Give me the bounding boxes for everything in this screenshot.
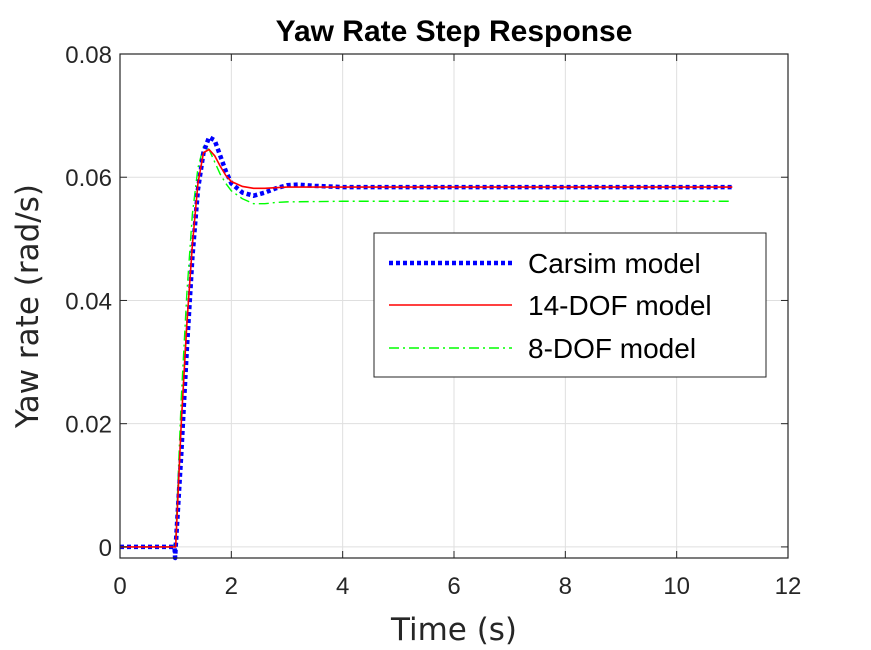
legend: Carsim model 14-DOF model 8-DOF model (373, 232, 767, 378)
x-tick-label: 6 (447, 573, 460, 600)
x-tick-label: 8 (559, 573, 572, 600)
y-axis-label: Yaw rate (rad/s) (10, 184, 46, 429)
y-tick-label: 0.04 (65, 288, 112, 315)
chart-title: Yaw Rate Step Response (276, 15, 633, 48)
x-tick-label: 10 (663, 573, 690, 600)
x-tick-label: 2 (225, 573, 238, 600)
legend-entry-label: Carsim model (528, 248, 701, 279)
y-tick-label: 0.06 (65, 165, 112, 192)
x-tick-label: 4 (336, 573, 349, 600)
series-layer (120, 134, 733, 561)
x-axis-label: Time (s) (390, 612, 517, 648)
series-line-2 (120, 145, 733, 548)
series-line-1 (120, 148, 733, 548)
legend-entry-label: 8-DOF model (528, 333, 696, 364)
ticks: 0 2 4 6 8 10 12 0 0.02 0.04 0.06 0.08 (65, 42, 801, 600)
series-line-0 (120, 134, 733, 561)
x-tick-label: 12 (775, 573, 802, 600)
y-tick-label: 0.02 (65, 412, 112, 439)
y-tick-label: 0.08 (65, 42, 112, 69)
legend-entry-label: 14-DOF model (528, 290, 712, 321)
x-tick-label: 0 (113, 573, 126, 600)
y-tick-label: 0 (99, 535, 112, 562)
